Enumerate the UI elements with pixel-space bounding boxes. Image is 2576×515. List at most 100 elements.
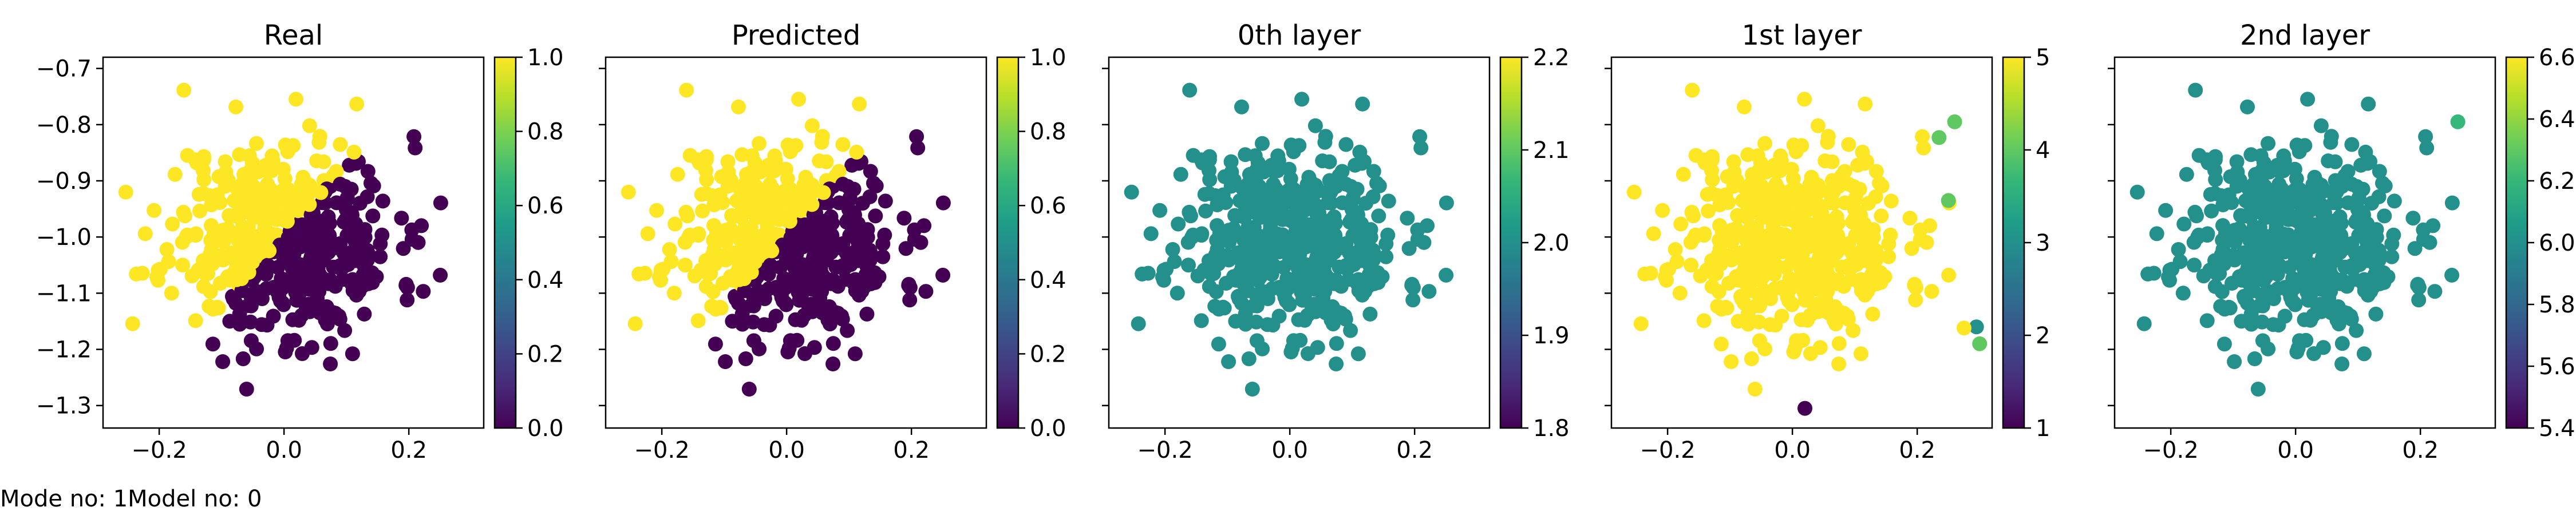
chart1-points [621, 82, 951, 397]
chart0-point [175, 235, 190, 250]
chart2-point [1215, 187, 1231, 203]
chart2-point [1211, 336, 1226, 352]
chart3-point [1809, 296, 1824, 312]
chart0-colorbar-bar [493, 56, 517, 429]
chart3-point [1786, 344, 1801, 359]
chart0-xtick-label: 0.2 [390, 437, 427, 464]
chart2-point [1255, 341, 1270, 356]
chart1-point [878, 193, 893, 209]
chart3-point [1737, 272, 1753, 287]
chart0-point [304, 340, 319, 355]
chart4-point [2330, 299, 2346, 314]
chart4-point [2266, 229, 2282, 244]
chart1-point [734, 147, 750, 163]
chart2-point [1369, 176, 1384, 191]
chart4-point [2149, 226, 2164, 241]
chart4-point [2172, 254, 2188, 270]
chart0-point [165, 216, 180, 232]
chart4-point [2262, 286, 2277, 302]
chart3-point [1907, 276, 1922, 292]
chart4-point [2334, 356, 2350, 371]
chart2-point [1274, 202, 1289, 217]
chart3-point [1685, 82, 1700, 98]
chart4-point [2287, 252, 2303, 268]
chart4-point [2158, 203, 2174, 218]
chart1-point [814, 284, 829, 299]
chart3-point [1718, 187, 1733, 203]
chart0-point [276, 252, 291, 268]
chart1-point [907, 232, 922, 247]
chart1-point [863, 164, 878, 179]
chart1-point [935, 195, 951, 211]
chart4-point [2186, 235, 2202, 250]
chart4-colorbar-tick-label: 5.8 [2539, 292, 2575, 318]
chart3-colorbar-tick-label: 1 [2036, 415, 2050, 442]
chart2-point [1257, 184, 1272, 200]
chart3-point [1737, 295, 1752, 311]
chart4-point [2140, 266, 2156, 282]
chart4-point [2129, 184, 2145, 200]
chart2-point [1143, 226, 1159, 241]
chart1-point [718, 234, 734, 249]
chart1-point [718, 354, 733, 369]
chart3-point [1956, 320, 1971, 336]
chart0-point [251, 184, 266, 200]
chart2-point [1173, 167, 1188, 182]
chart3-point [1931, 130, 1947, 145]
chart3-point [1686, 208, 1701, 224]
chart1-point [670, 167, 685, 182]
chart0-ytick-label: −1.0 [36, 224, 92, 251]
chart4-point [2324, 129, 2339, 144]
chart3-point [1865, 306, 1880, 322]
chart0-xtick-label: 0.0 [266, 437, 302, 464]
chart3-point [1669, 254, 1685, 270]
chart2-point [1310, 340, 1325, 355]
chart4-point [2300, 92, 2316, 107]
chart3-title: 1st layer [1741, 19, 1862, 52]
chart0-point [343, 212, 358, 228]
chart4-point [2310, 225, 2326, 241]
chart4-point [2274, 181, 2289, 196]
chart0-point [210, 187, 225, 203]
chart4-point [2323, 284, 2338, 299]
chart1-point [678, 258, 693, 273]
chart4-colorbar-tick-label: 5.4 [2539, 415, 2575, 442]
chart4-points [2129, 82, 2466, 397]
chart1-point [705, 247, 720, 263]
chart0-ytick-label: −1.3 [36, 393, 92, 419]
chart4-point [2384, 249, 2400, 264]
chart3-points [1626, 82, 1988, 416]
chart3-point [1724, 354, 1739, 369]
chart2-point [1317, 284, 1333, 299]
chart4-point [2356, 346, 2372, 362]
chart4-point [2375, 176, 2390, 191]
chart1-title: Predicted [732, 19, 860, 52]
chart0-point [254, 317, 269, 332]
chart1-point [730, 253, 746, 269]
chart4-point [2227, 354, 2242, 369]
chart2-point [1366, 276, 1382, 291]
chart0-xtick-label: −0.2 [132, 437, 187, 464]
chart4-point [2199, 313, 2215, 328]
chart4-xtick-label: 0.2 [2402, 437, 2439, 464]
chart2-point [1208, 247, 1223, 263]
chart3-point [1740, 147, 1756, 163]
chart1-point [757, 317, 772, 332]
chart4-point [2136, 316, 2152, 331]
chart2-point [1256, 286, 1271, 302]
chart3-point [1855, 144, 1870, 160]
chart4-point [2243, 209, 2258, 225]
chart3-point [1831, 272, 1846, 288]
chart3-point [1780, 290, 1795, 305]
chart2-point [1155, 270, 1170, 285]
chart2-point [1181, 258, 1196, 273]
chart3-point [1676, 167, 1691, 182]
chart3-point [1756, 209, 1771, 225]
chart4-point [2251, 198, 2266, 213]
chart3-point [1788, 333, 1804, 348]
chart1-frame [605, 56, 987, 429]
chart2-point [1328, 272, 1344, 288]
chart3-colorbar-bar [2002, 56, 2025, 429]
chart4-point [2214, 247, 2229, 263]
